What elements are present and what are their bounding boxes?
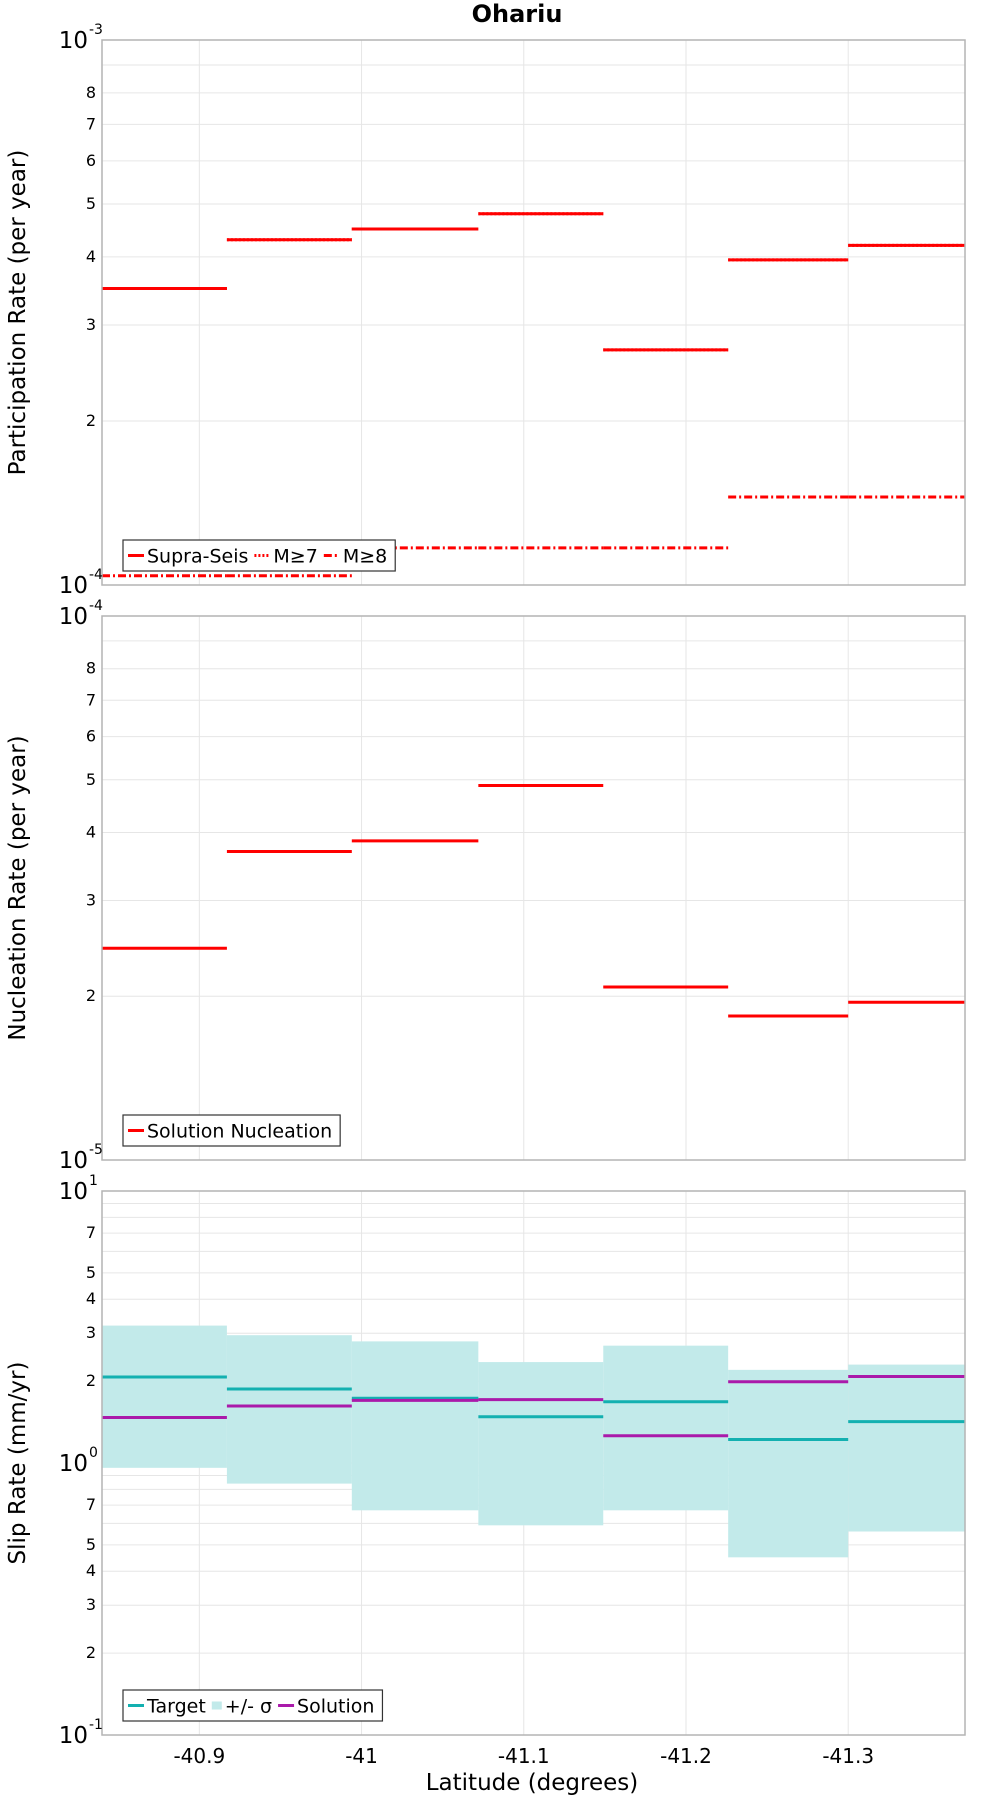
plot-frame <box>101 39 966 586</box>
y-tick-label: 7 <box>86 690 96 709</box>
legend-label: Supra-Seis <box>147 546 248 568</box>
x-tick-label: -41.1 <box>498 1744 550 1768</box>
x-tick-label: -41.2 <box>660 1744 712 1768</box>
y-tick-label: 3 <box>86 1595 96 1614</box>
chart-title: Ohariu <box>472 0 563 28</box>
y-tick-label-major: 10 <box>59 1179 88 1205</box>
y-tick-label: 6 <box>86 151 96 170</box>
y-tick-exponent: -5 <box>89 1142 103 1158</box>
legend-label: M≥7 <box>273 546 317 568</box>
y-tick-label: 4 <box>86 247 96 266</box>
y-tick-label: 4 <box>86 1289 96 1308</box>
y-tick-label-major: 10 <box>59 28 88 54</box>
y-tick-exponent: -1 <box>89 1717 103 1733</box>
sigma-band-segment <box>478 1362 604 1526</box>
legend-label: Solution Nucleation <box>147 1121 332 1143</box>
x-tick-label: -40.9 <box>173 1744 225 1768</box>
y-tick-label: 5 <box>86 770 96 789</box>
sigma-band-segment <box>351 1341 479 1511</box>
x-tick-label: -41.3 <box>822 1744 874 1768</box>
y-tick-exponent: -4 <box>89 567 103 583</box>
y-tick-label-major: 10 <box>59 573 88 599</box>
y-tick-label: 2 <box>86 1643 96 1662</box>
sigma-band-segment <box>226 1335 352 1484</box>
x-tick-label: -41 <box>345 1744 378 1768</box>
y-tick-label: 7 <box>86 114 96 133</box>
y-tick-label-major: 10 <box>59 1723 88 1749</box>
legend-swatch <box>211 1701 222 1710</box>
sigma-band-segment <box>848 1364 965 1532</box>
y-tick-exponent: -4 <box>89 598 103 614</box>
y-tick-label: 8 <box>86 83 96 102</box>
sigma-band-segment <box>102 1325 227 1468</box>
legend: Target +/- σ Solution <box>122 1689 384 1722</box>
legend-label: Solution <box>297 1696 374 1718</box>
y-tick-label: 7 <box>86 1223 96 1242</box>
y-tick-label-major: 10 <box>59 604 88 630</box>
y-tick-label-major: 10 <box>59 1148 88 1174</box>
legend-label: Target <box>146 1696 206 1718</box>
y-axis-label: Nucleation Rate (per year) <box>5 735 31 1040</box>
legend-label: +/- σ <box>225 1696 272 1718</box>
y-tick-label: 4 <box>86 1561 96 1580</box>
y-tick-label: 5 <box>86 1535 96 1554</box>
legend: Solution Nucleation <box>122 1114 341 1147</box>
y-axis-label: Slip Rate (mm/yr) <box>5 1362 31 1565</box>
y-tick-label: 5 <box>86 194 96 213</box>
y-tick-label: 7 <box>86 1495 96 1514</box>
plot-frame <box>101 615 966 1161</box>
y-tick-label: 3 <box>86 890 96 909</box>
y-tick-label: 2 <box>86 986 96 1005</box>
sigma-band-segment <box>728 1369 849 1558</box>
y-tick-label: 6 <box>86 727 96 746</box>
x-axis-label: Latitude (degrees) <box>426 1770 639 1796</box>
y-tick-label: 3 <box>86 315 96 334</box>
y-tick-label-major: 10 <box>59 1451 88 1477</box>
legend: Supra-Seis M≥7 M≥8 <box>122 539 396 572</box>
y-tick-exponent: 0 <box>89 1445 98 1461</box>
y-tick-exponent: 1 <box>89 1173 98 1189</box>
y-axis-label: Participation Rate (per year) <box>5 150 31 476</box>
y-tick-label: 2 <box>86 1371 96 1390</box>
plot-frame <box>101 1190 966 1736</box>
y-tick-label: 8 <box>86 659 96 678</box>
legend-box <box>122 1114 341 1147</box>
sigma-band-segment <box>603 1345 729 1511</box>
y-tick-label: 5 <box>86 1263 96 1282</box>
y-tick-exponent: -3 <box>89 22 103 38</box>
y-tick-label: 4 <box>86 822 96 841</box>
y-tick-label: 2 <box>86 411 96 430</box>
y-tick-label: 3 <box>86 1323 96 1342</box>
legend-label: M≥8 <box>343 546 387 568</box>
legend-box <box>122 1689 384 1722</box>
